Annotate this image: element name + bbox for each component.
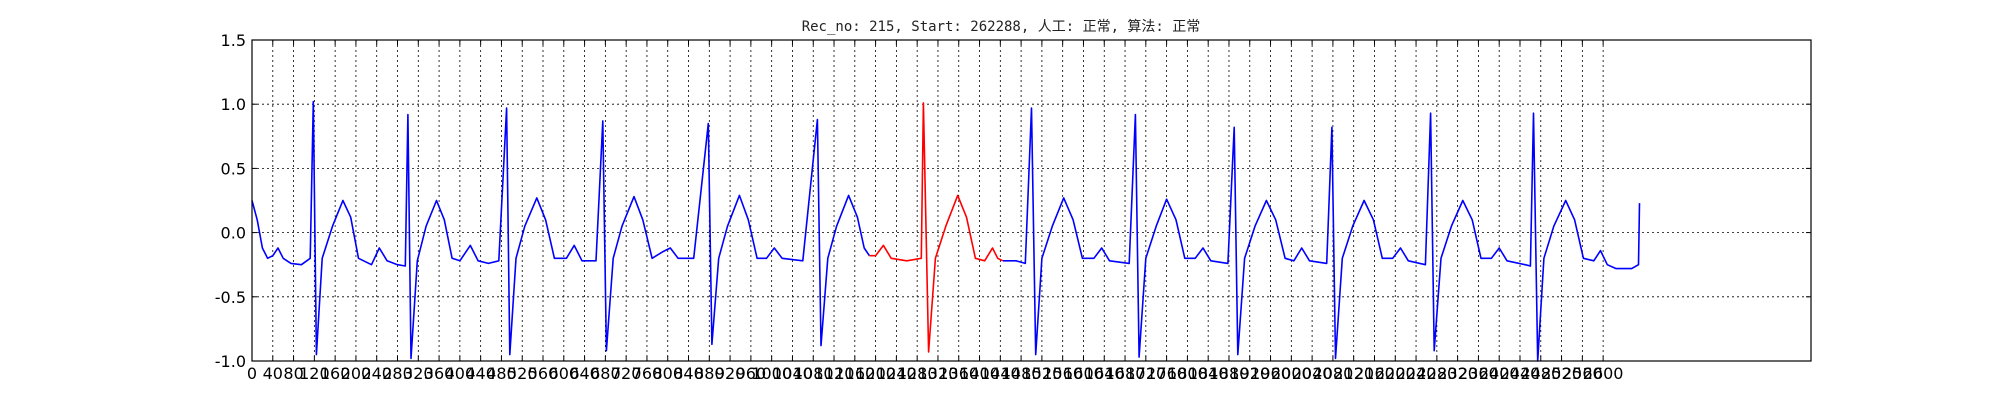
x-tick-label: 1960 bbox=[1250, 364, 1291, 383]
x-tick-label: 1000 bbox=[751, 364, 792, 383]
x-tick-label: 1120 bbox=[814, 364, 855, 383]
grid-lines bbox=[251, 39, 1811, 362]
x-tick-label: 280 bbox=[382, 364, 413, 383]
x-tick-label: 1640 bbox=[1084, 364, 1125, 383]
x-tick-label: 600 bbox=[549, 364, 580, 383]
x-tick-label: 2120 bbox=[1333, 364, 1374, 383]
ecg-series-line-0 bbox=[251, 100, 871, 360]
x-tick-label: 1760 bbox=[1146, 364, 1187, 383]
x-tick-label: 1320 bbox=[918, 364, 959, 383]
y-axis: -1.0 -0.5 0.0 0.5 1.0 1.5 bbox=[215, 31, 1811, 371]
x-tick-label: 2320 bbox=[1437, 364, 1478, 383]
x-tick-label: 2280 bbox=[1416, 364, 1457, 383]
x-tick-label: 1280 bbox=[897, 364, 938, 383]
x-tick-label: 1920 bbox=[1229, 364, 1270, 383]
x-tick-label: 2400 bbox=[1479, 364, 1520, 383]
x-tick-label: 1600 bbox=[1063, 364, 1104, 383]
ecg-series-line-2 bbox=[1002, 107, 1641, 362]
x-tick-label: 480 bbox=[486, 364, 517, 383]
x-tick-label: 360 bbox=[424, 364, 455, 383]
x-tick-label: 1200 bbox=[855, 364, 896, 383]
x-tick-label: 1880 bbox=[1209, 364, 1250, 383]
x-tick-label: 560 bbox=[528, 364, 559, 383]
x-tick-label: 760 bbox=[632, 364, 663, 383]
plot-frame bbox=[251, 39, 1812, 362]
x-tick-label: 840 bbox=[673, 364, 704, 383]
x-tick-label: 680 bbox=[590, 364, 621, 383]
x-tick-label: 2200 bbox=[1375, 364, 1416, 383]
x-tick-label: 2600 bbox=[1583, 364, 1624, 383]
x-tick-label: 320 bbox=[403, 364, 434, 383]
x-tick-label: 400 bbox=[445, 364, 476, 383]
x-tick-label: 2560 bbox=[1562, 364, 1603, 383]
x-tick-label: 1400 bbox=[959, 364, 1000, 383]
y-tick-label: -1.0 bbox=[215, 352, 246, 371]
x-tick-label: 1160 bbox=[834, 364, 875, 383]
x-tick-label: 40 bbox=[263, 364, 283, 383]
x-tick-label: 1680 bbox=[1105, 364, 1146, 383]
ecg-series-line-1 bbox=[869, 102, 1004, 353]
x-tick-label: 2160 bbox=[1354, 364, 1395, 383]
x-tick-label: 2080 bbox=[1313, 364, 1354, 383]
x-tick-label: 920 bbox=[715, 364, 746, 383]
x-tick-label: 0 bbox=[247, 364, 257, 383]
x-tick-label: 520 bbox=[507, 364, 538, 383]
y-tick-label: 1.5 bbox=[221, 31, 246, 50]
x-tick-label: 2440 bbox=[1500, 364, 1541, 383]
x-tick-label: 1840 bbox=[1188, 364, 1229, 383]
x-tick-label: 1560 bbox=[1042, 364, 1083, 383]
y-tick-label: 1.0 bbox=[221, 95, 246, 114]
x-axis: 0 40 8012016020024028032036040044048052056… bbox=[247, 40, 1624, 383]
x-tick-label: 880 bbox=[694, 364, 725, 383]
x-tick-label: 160 bbox=[320, 364, 351, 383]
chart-title: Rec_no: 215, Start: 262288, 人工: 正常, 算法: … bbox=[802, 19, 1201, 35]
x-tick-label: 1520 bbox=[1022, 364, 1063, 383]
y-tick-label: 0.5 bbox=[221, 159, 246, 178]
x-tick-label: 800 bbox=[652, 364, 683, 383]
x-tick-label: 720 bbox=[611, 364, 642, 383]
x-tick-label: 2520 bbox=[1541, 364, 1582, 383]
x-tick-label: 200 bbox=[341, 364, 372, 383]
x-tick-label: 960 bbox=[736, 364, 767, 383]
x-tick-label: 2480 bbox=[1520, 364, 1561, 383]
x-tick-label: 1080 bbox=[793, 364, 834, 383]
x-tick-label: 440 bbox=[465, 364, 496, 383]
x-tick-label: 80 bbox=[283, 364, 303, 383]
x-tick-label: 1480 bbox=[1001, 364, 1042, 383]
x-tick-label: 240 bbox=[361, 364, 392, 383]
x-tick-label: 2000 bbox=[1271, 364, 1312, 383]
y-tick-label: -0.5 bbox=[215, 288, 246, 307]
x-tick-label: 640 bbox=[569, 364, 600, 383]
x-tick-label: 1720 bbox=[1125, 364, 1166, 383]
x-tick-label: 120 bbox=[299, 364, 330, 383]
x-tick-label: 1240 bbox=[876, 364, 917, 383]
x-tick-label: 2040 bbox=[1292, 364, 1333, 383]
x-tick-label: 1040 bbox=[772, 364, 813, 383]
x-tick-label: 1440 bbox=[980, 364, 1021, 383]
x-tick-label: 1800 bbox=[1167, 364, 1208, 383]
y-tick-label: 0.0 bbox=[221, 224, 246, 243]
x-tick-label: 1360 bbox=[938, 364, 979, 383]
x-tick-label: 2360 bbox=[1458, 364, 1499, 383]
x-tick-label: 2240 bbox=[1396, 364, 1437, 383]
